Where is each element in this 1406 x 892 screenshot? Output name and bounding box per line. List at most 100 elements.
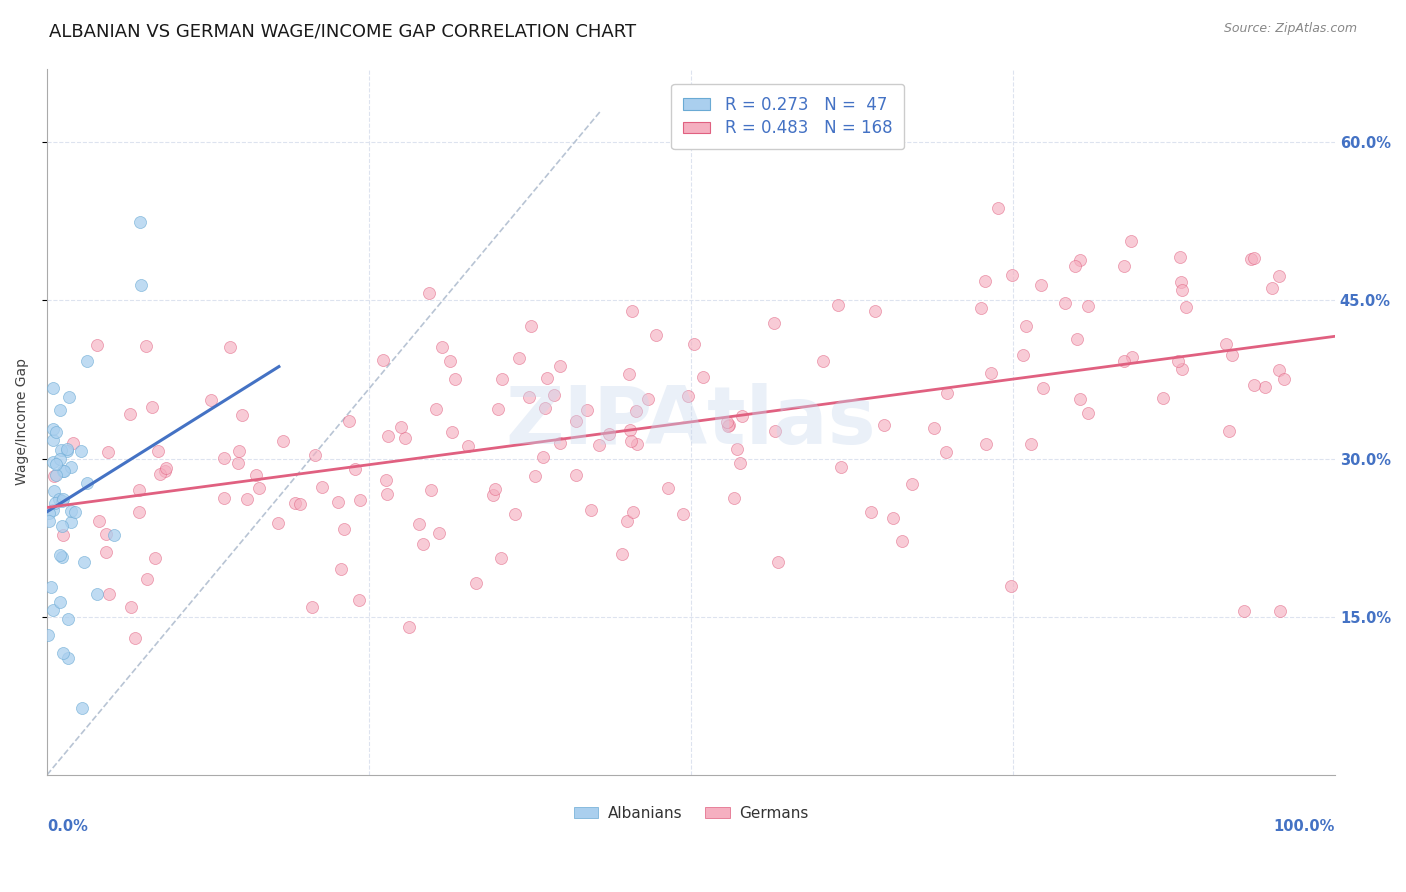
Point bbox=[465, 576, 488, 591]
Point bbox=[716, 416, 738, 430]
Point bbox=[616, 514, 638, 528]
Point bbox=[412, 537, 434, 551]
Point bbox=[371, 353, 394, 368]
Point bbox=[610, 547, 633, 561]
Point bbox=[62, 435, 84, 450]
Point bbox=[328, 495, 350, 509]
Point bbox=[52, 646, 75, 660]
Point bbox=[94, 545, 117, 559]
Point bbox=[900, 476, 922, 491]
Point bbox=[141, 400, 163, 414]
Point bbox=[508, 351, 530, 365]
Point bbox=[103, 527, 125, 541]
Point bbox=[1114, 354, 1136, 368]
Point bbox=[489, 550, 512, 565]
Point bbox=[762, 316, 785, 330]
Point bbox=[94, 527, 117, 541]
Point bbox=[536, 371, 558, 385]
Point bbox=[588, 438, 610, 452]
Point bbox=[48, 491, 70, 506]
Point bbox=[219, 340, 242, 354]
Point bbox=[128, 505, 150, 519]
Point bbox=[548, 436, 571, 450]
Point bbox=[349, 592, 371, 607]
Point bbox=[425, 402, 447, 417]
Point bbox=[42, 603, 65, 617]
Point bbox=[42, 484, 65, 499]
Point bbox=[970, 301, 993, 315]
Point bbox=[49, 403, 72, 417]
Point bbox=[149, 467, 172, 482]
Point bbox=[621, 303, 644, 318]
Point bbox=[73, 555, 96, 569]
Point bbox=[42, 381, 65, 395]
Point bbox=[418, 286, 440, 301]
Point bbox=[65, 505, 87, 519]
Point bbox=[645, 328, 668, 343]
Point bbox=[377, 429, 399, 443]
Point bbox=[441, 425, 464, 440]
Point bbox=[718, 418, 741, 433]
Point bbox=[72, 701, 94, 715]
Point bbox=[1077, 299, 1099, 313]
Point bbox=[44, 496, 66, 510]
Point bbox=[52, 464, 75, 478]
Point bbox=[672, 508, 695, 522]
Point bbox=[1066, 333, 1088, 347]
Point bbox=[375, 473, 398, 487]
Point bbox=[56, 612, 79, 626]
Point bbox=[153, 464, 176, 478]
Point bbox=[86, 587, 108, 601]
Point bbox=[1268, 268, 1291, 283]
Point bbox=[860, 505, 883, 519]
Point bbox=[443, 372, 465, 386]
Point bbox=[621, 505, 644, 519]
Point bbox=[135, 339, 157, 353]
Point bbox=[491, 372, 513, 386]
Point bbox=[692, 370, 714, 384]
Point bbox=[51, 494, 73, 508]
Point bbox=[1240, 252, 1263, 266]
Point bbox=[1218, 425, 1240, 439]
Point bbox=[865, 303, 887, 318]
Point bbox=[519, 318, 541, 333]
Point bbox=[830, 459, 852, 474]
Point bbox=[935, 445, 957, 459]
Point bbox=[637, 392, 659, 406]
Point bbox=[1268, 604, 1291, 618]
Point bbox=[1152, 391, 1174, 405]
Point bbox=[49, 442, 72, 457]
Point bbox=[271, 434, 294, 448]
Point bbox=[375, 487, 398, 501]
Point bbox=[873, 417, 896, 432]
Point bbox=[76, 475, 98, 490]
Point bbox=[1174, 300, 1197, 314]
Point bbox=[51, 518, 73, 533]
Point bbox=[129, 215, 152, 229]
Point bbox=[565, 414, 588, 428]
Point bbox=[1063, 259, 1085, 273]
Point bbox=[420, 483, 443, 497]
Point bbox=[89, 514, 111, 528]
Point bbox=[1260, 281, 1282, 295]
Point bbox=[503, 507, 526, 521]
Point bbox=[548, 359, 571, 373]
Point bbox=[42, 468, 65, 483]
Point bbox=[427, 525, 450, 540]
Point bbox=[682, 336, 704, 351]
Point bbox=[882, 510, 904, 524]
Point bbox=[212, 451, 235, 466]
Point bbox=[763, 424, 786, 438]
Point bbox=[76, 354, 98, 368]
Point bbox=[1268, 363, 1291, 377]
Point bbox=[343, 462, 366, 476]
Point bbox=[1012, 348, 1035, 362]
Point bbox=[1015, 318, 1038, 333]
Point bbox=[200, 392, 222, 407]
Point bbox=[1167, 354, 1189, 368]
Point bbox=[1053, 296, 1076, 310]
Point bbox=[129, 277, 152, 292]
Point bbox=[730, 409, 752, 423]
Point bbox=[728, 456, 751, 470]
Point bbox=[266, 516, 288, 531]
